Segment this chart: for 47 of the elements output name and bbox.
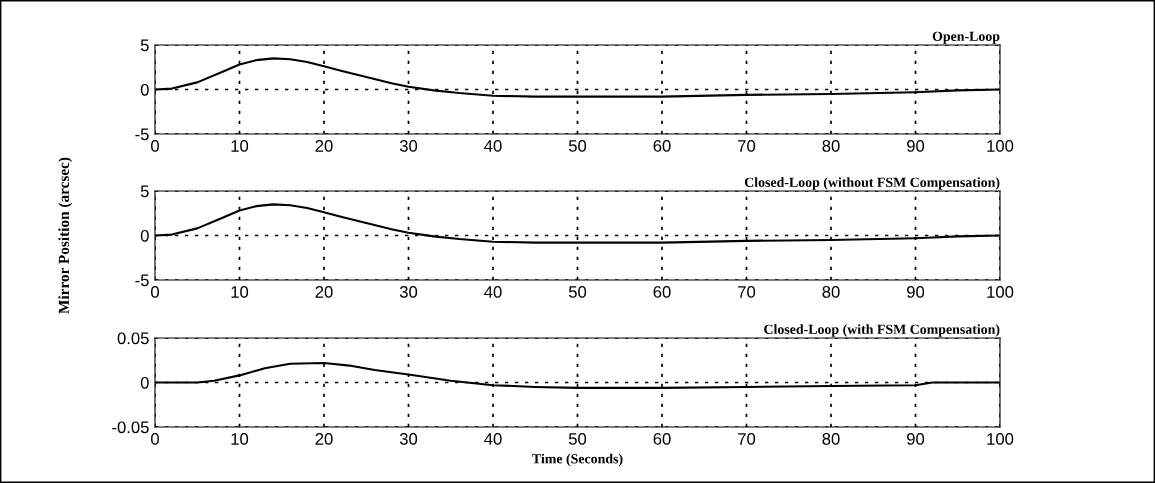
x-tick-label: 100 bbox=[987, 433, 1014, 445]
y-tick-label: 0 bbox=[140, 376, 149, 389]
x-tick-label: 50 bbox=[568, 140, 587, 152]
x-tick-label: 100 bbox=[987, 286, 1014, 298]
x-tick-label: 40 bbox=[484, 433, 502, 445]
y-tick-label: 0.05 bbox=[117, 332, 149, 345]
chart-title: Closed-Loop (without FSM Compensation) bbox=[744, 177, 1000, 190]
x-axis-title: Time (Seconds) bbox=[532, 453, 623, 467]
x-tick-label: 30 bbox=[399, 286, 418, 298]
x-tick-label: 90 bbox=[907, 433, 925, 445]
x-tick-label: 20 bbox=[315, 286, 333, 298]
x-tick-label: 40 bbox=[484, 286, 502, 298]
chart-title: Open-Loop bbox=[932, 31, 1000, 44]
x-tick-label: 60 bbox=[653, 433, 671, 445]
x-tick-label: 60 bbox=[653, 286, 671, 298]
y-tick-label: 5 bbox=[140, 185, 149, 198]
x-tick-label: 80 bbox=[822, 140, 840, 152]
x-tick-label: 90 bbox=[907, 140, 925, 152]
x-tick-label: 40 bbox=[484, 140, 502, 152]
y-tick-label: 0 bbox=[140, 229, 149, 242]
x-tick-label: 0 bbox=[151, 140, 159, 152]
y-axis-title: Mirror Position (arcsec) bbox=[58, 157, 73, 314]
x-tick-label: 70 bbox=[738, 286, 756, 298]
x-tick-label: 30 bbox=[399, 433, 418, 445]
x-tick-label: 30 bbox=[399, 140, 418, 152]
x-tick-label: 80 bbox=[822, 286, 840, 298]
x-tick-label: 60 bbox=[653, 140, 671, 152]
x-tick-label: 90 bbox=[907, 286, 925, 298]
x-tick-label: 50 bbox=[568, 286, 587, 298]
x-tick-label: 70 bbox=[738, 433, 756, 445]
x-tick-label: 70 bbox=[738, 140, 756, 152]
x-tick-label: 0 bbox=[151, 433, 159, 445]
y-tick-label: -0.05 bbox=[112, 421, 149, 434]
x-tick-label: 20 bbox=[315, 433, 333, 445]
x-tick-label: 10 bbox=[231, 286, 249, 298]
x-tick-label: 100 bbox=[987, 140, 1014, 152]
y-tick-label: -5 bbox=[135, 274, 149, 287]
x-tick-label: 0 bbox=[151, 286, 159, 298]
y-tick-label: 0 bbox=[140, 83, 149, 96]
x-tick-label: 20 bbox=[315, 140, 333, 152]
x-tick-label: 10 bbox=[231, 433, 249, 445]
x-tick-label: 50 bbox=[568, 433, 587, 445]
y-tick-label: -5 bbox=[135, 128, 149, 141]
chart-title: Closed-Loop (with FSM Compensation) bbox=[764, 324, 1000, 337]
x-tick-label: 80 bbox=[822, 433, 840, 445]
y-tick-label: 5 bbox=[140, 39, 149, 52]
x-tick-label: 10 bbox=[231, 140, 249, 152]
